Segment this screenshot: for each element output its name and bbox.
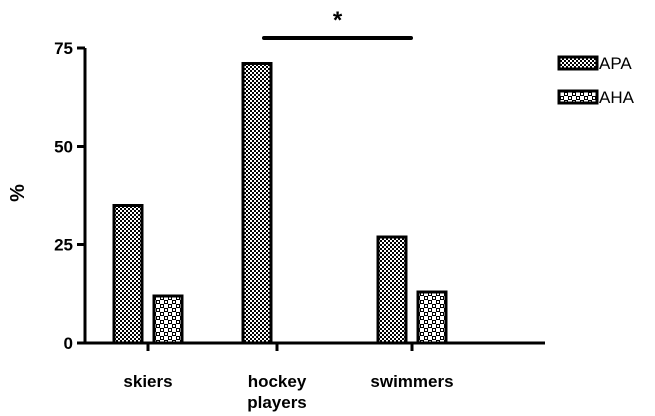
legend: APA AHA	[557, 54, 635, 107]
legend-label-apa: APA	[599, 54, 632, 73]
significance-star: *	[333, 7, 343, 34]
bar-apa-2	[376, 235, 408, 345]
x-axis: skiers hockey players swimmers	[85, 341, 545, 412]
bar-aha-0	[152, 294, 184, 345]
bar-aha-2	[416, 290, 448, 345]
y-tick-label: 75	[54, 39, 73, 58]
category-label-line: players	[247, 393, 307, 412]
category-label-line: swimmers	[370, 372, 453, 391]
y-tick-label: 25	[54, 236, 73, 255]
category-label-line: hockey	[248, 372, 307, 391]
legend-swatch-apa	[557, 55, 599, 71]
category-label-line: skiers	[123, 372, 172, 391]
legend-swatch-aha	[557, 89, 599, 105]
legend-label-aha: AHA	[599, 88, 635, 107]
category-label: hockey players	[247, 372, 307, 412]
bars	[112, 62, 448, 345]
category-label: skiers	[123, 372, 172, 391]
y-axis-label: %	[7, 184, 29, 202]
significance-annotation: *	[262, 7, 413, 40]
y-tick-label: 0	[64, 334, 73, 353]
bar-apa-0	[112, 203, 144, 345]
y-axis: 0 25 50 75	[54, 39, 87, 353]
bar-apa-1	[241, 62, 273, 345]
y-tick-label: 50	[54, 137, 73, 156]
category-label: swimmers	[370, 372, 453, 391]
